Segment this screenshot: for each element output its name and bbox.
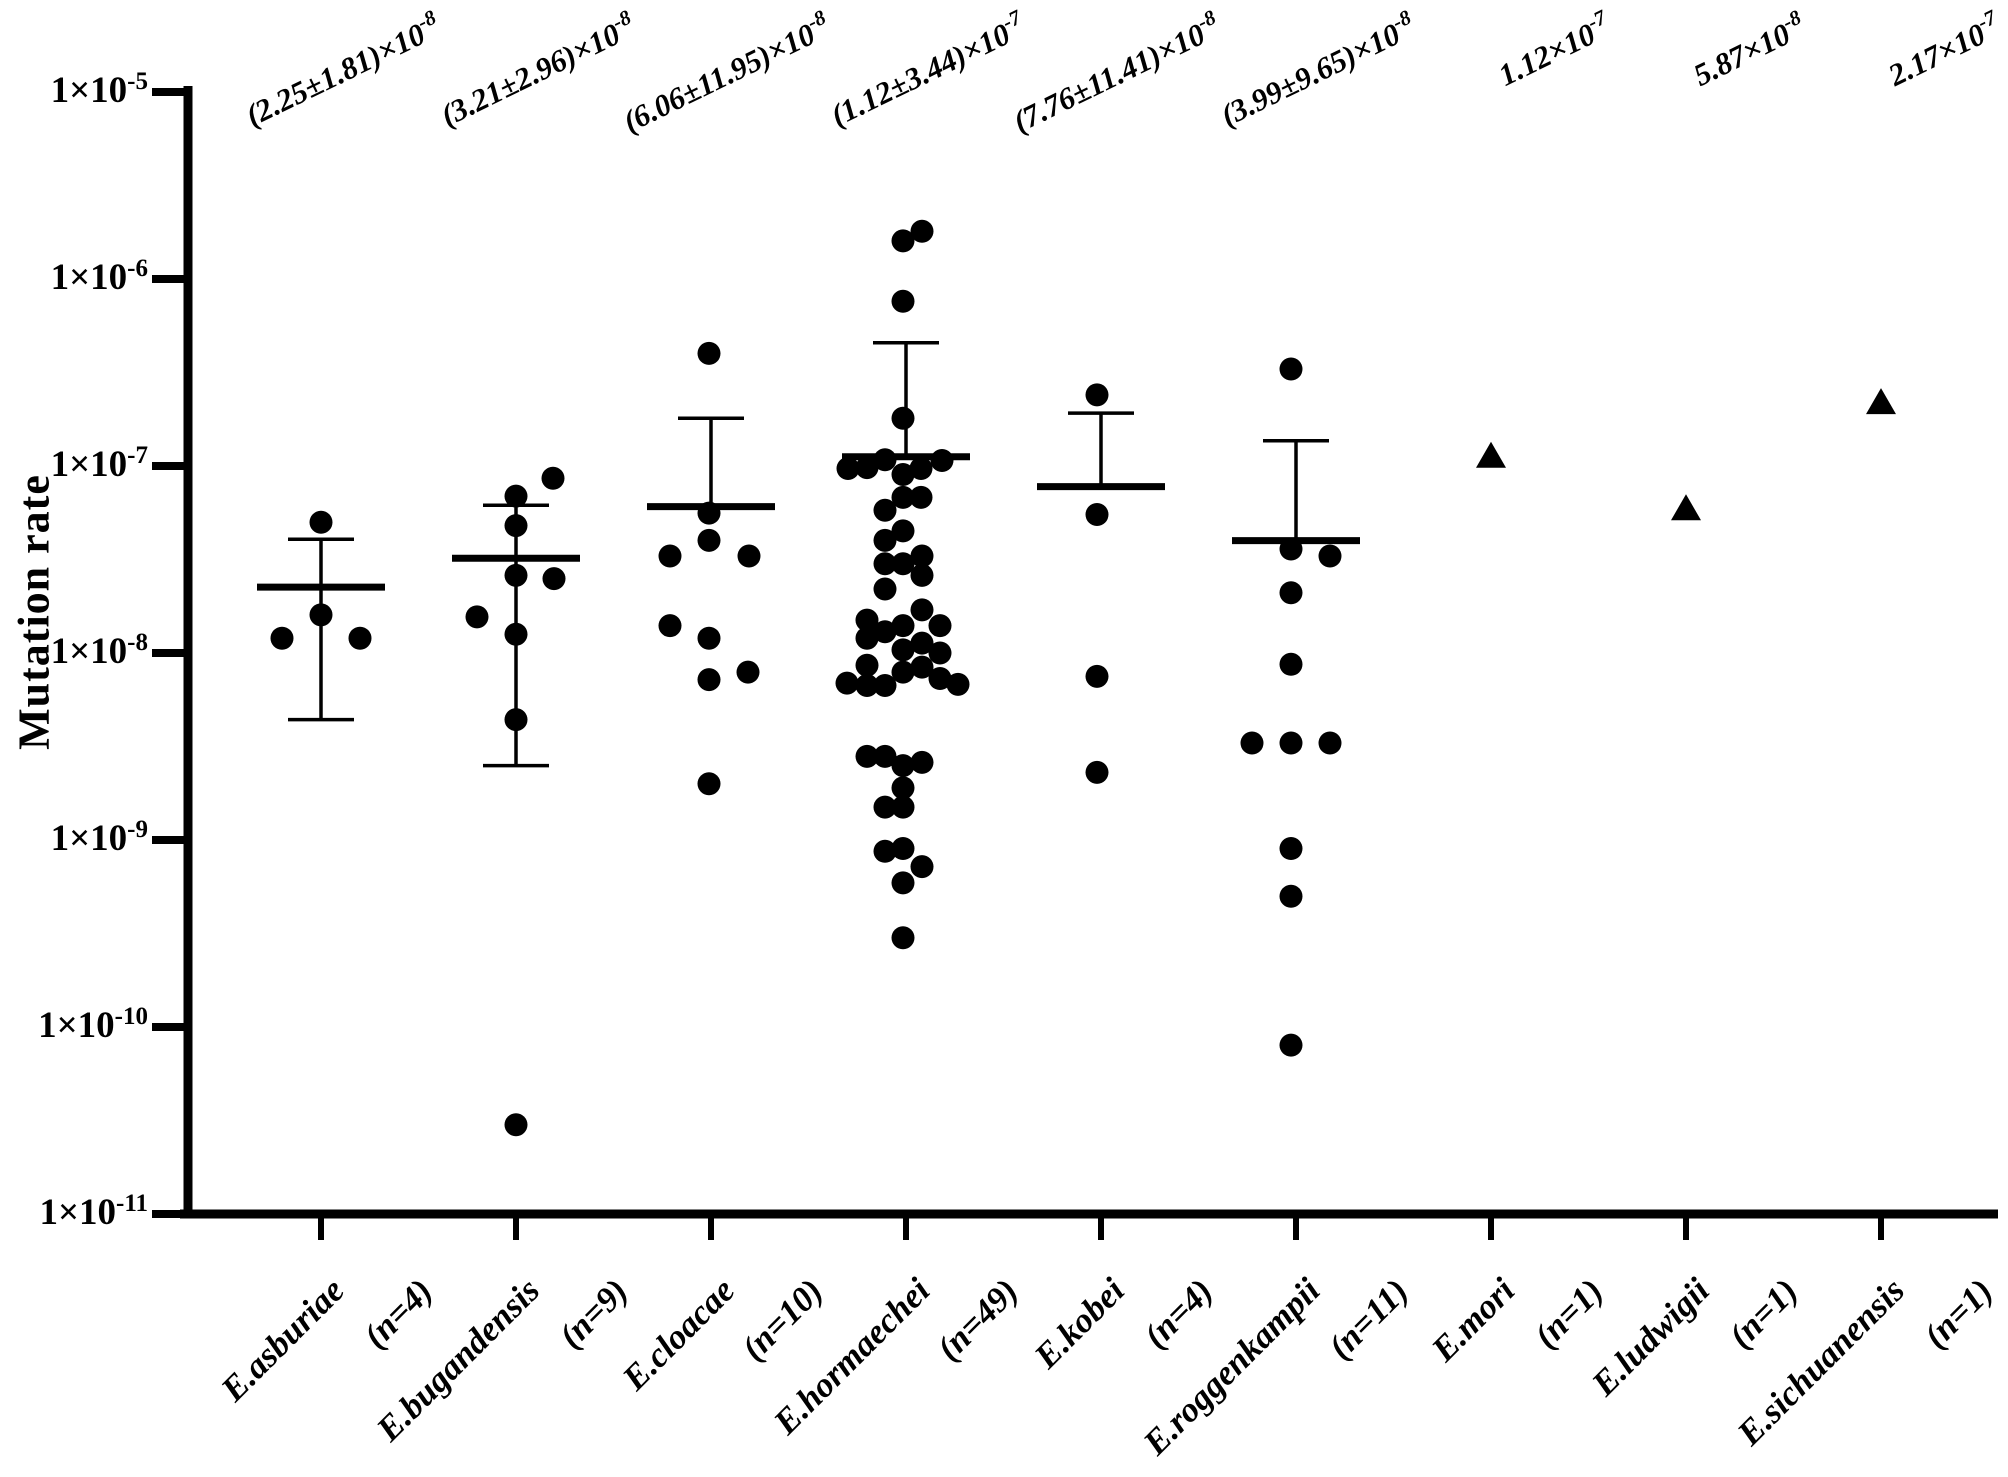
- data-point: [910, 219, 934, 243]
- data-point: [658, 544, 682, 568]
- data-point: [1318, 544, 1342, 568]
- data-point: [855, 608, 879, 632]
- data-point: [873, 620, 897, 644]
- data-point: [891, 660, 915, 684]
- data-point: [1318, 731, 1342, 755]
- data-point: [504, 514, 528, 538]
- data-point: [891, 871, 915, 895]
- data-point: [873, 795, 897, 819]
- data-point: [270, 626, 294, 650]
- data-point: [909, 485, 933, 509]
- data-point: [873, 674, 897, 698]
- data-point: [891, 795, 915, 819]
- data-point: [1279, 652, 1303, 676]
- data-point: [930, 449, 954, 473]
- data-point: [910, 598, 934, 622]
- data-point: [697, 501, 721, 525]
- y-tick-label: 1×10-6: [50, 255, 148, 298]
- data-point: [697, 626, 721, 650]
- data-point: [504, 622, 528, 646]
- data-point: [910, 563, 934, 587]
- data-point: [873, 498, 897, 522]
- data-point: [309, 603, 333, 627]
- data-point: [909, 456, 933, 480]
- data-point: [873, 552, 897, 576]
- data-point: [855, 674, 879, 698]
- data-point: [928, 641, 952, 665]
- y-tick-label: 1×10-10: [38, 1003, 148, 1046]
- data-point: [928, 614, 952, 638]
- data-point: [891, 638, 915, 662]
- data-point: [1085, 503, 1109, 527]
- data-point: [891, 229, 915, 253]
- data-point: [504, 1113, 528, 1137]
- data-point: [946, 672, 970, 696]
- data-point: [697, 341, 721, 365]
- data-point: [1085, 383, 1109, 407]
- data-point: [737, 544, 761, 568]
- data-point: [1085, 664, 1109, 688]
- data-point: [910, 655, 934, 679]
- data-point: [348, 626, 372, 650]
- data-point: [1279, 837, 1303, 861]
- data-point: [891, 519, 915, 543]
- y-tick-label: 1×10-5: [50, 68, 148, 111]
- data-point: [697, 772, 721, 796]
- data-point: [1240, 731, 1264, 755]
- data-point: [891, 837, 915, 861]
- data-point: [836, 456, 860, 480]
- data-point: [910, 544, 934, 568]
- data-point: [541, 466, 565, 490]
- data-point: [309, 510, 333, 534]
- data-point: [658, 614, 682, 638]
- data-point: [891, 776, 915, 800]
- data-point: [873, 448, 897, 472]
- data-point: [855, 456, 879, 480]
- data-point: [891, 926, 915, 950]
- data-point: [891, 485, 915, 509]
- data-point: [910, 631, 934, 655]
- data-point-triangle: [1866, 388, 1896, 415]
- data-point: [1279, 1033, 1303, 1057]
- data-point: [1085, 760, 1109, 784]
- data-point: [542, 567, 566, 591]
- data-point: [891, 614, 915, 638]
- data-point: [1279, 884, 1303, 908]
- data-point: [697, 528, 721, 552]
- data-point: [910, 750, 934, 774]
- data-point: [504, 708, 528, 732]
- data-point: [891, 463, 915, 487]
- data-point: [855, 653, 879, 677]
- data-point: [873, 577, 897, 601]
- data-point: [1279, 537, 1303, 561]
- data-point-triangle: [1476, 441, 1506, 468]
- data-point: [504, 484, 528, 508]
- data-point: [855, 626, 879, 650]
- data-point: [891, 754, 915, 778]
- data-point: [873, 528, 897, 552]
- data-point: [910, 855, 934, 879]
- data-point: [1279, 357, 1303, 381]
- data-point: [891, 406, 915, 430]
- data-point: [1279, 581, 1303, 605]
- data-point: [891, 552, 915, 576]
- data-point: [928, 667, 952, 691]
- data-point-triangle: [1671, 494, 1701, 521]
- data-point: [504, 563, 528, 587]
- data-point: [1279, 731, 1303, 755]
- y-tick-label: 1×10-11: [39, 1190, 148, 1233]
- data-point: [891, 289, 915, 313]
- data-point: [465, 605, 489, 629]
- data-point: [873, 744, 897, 768]
- data-point: [855, 744, 879, 768]
- data-point: [835, 671, 859, 695]
- y-tick-label: 1×10-7: [50, 442, 148, 485]
- data-point: [697, 668, 721, 692]
- y-tick-label: 1×10-9: [50, 816, 148, 859]
- data-point: [873, 839, 897, 863]
- data-point: [736, 660, 760, 684]
- y-tick-label: 1×10-8: [50, 629, 148, 672]
